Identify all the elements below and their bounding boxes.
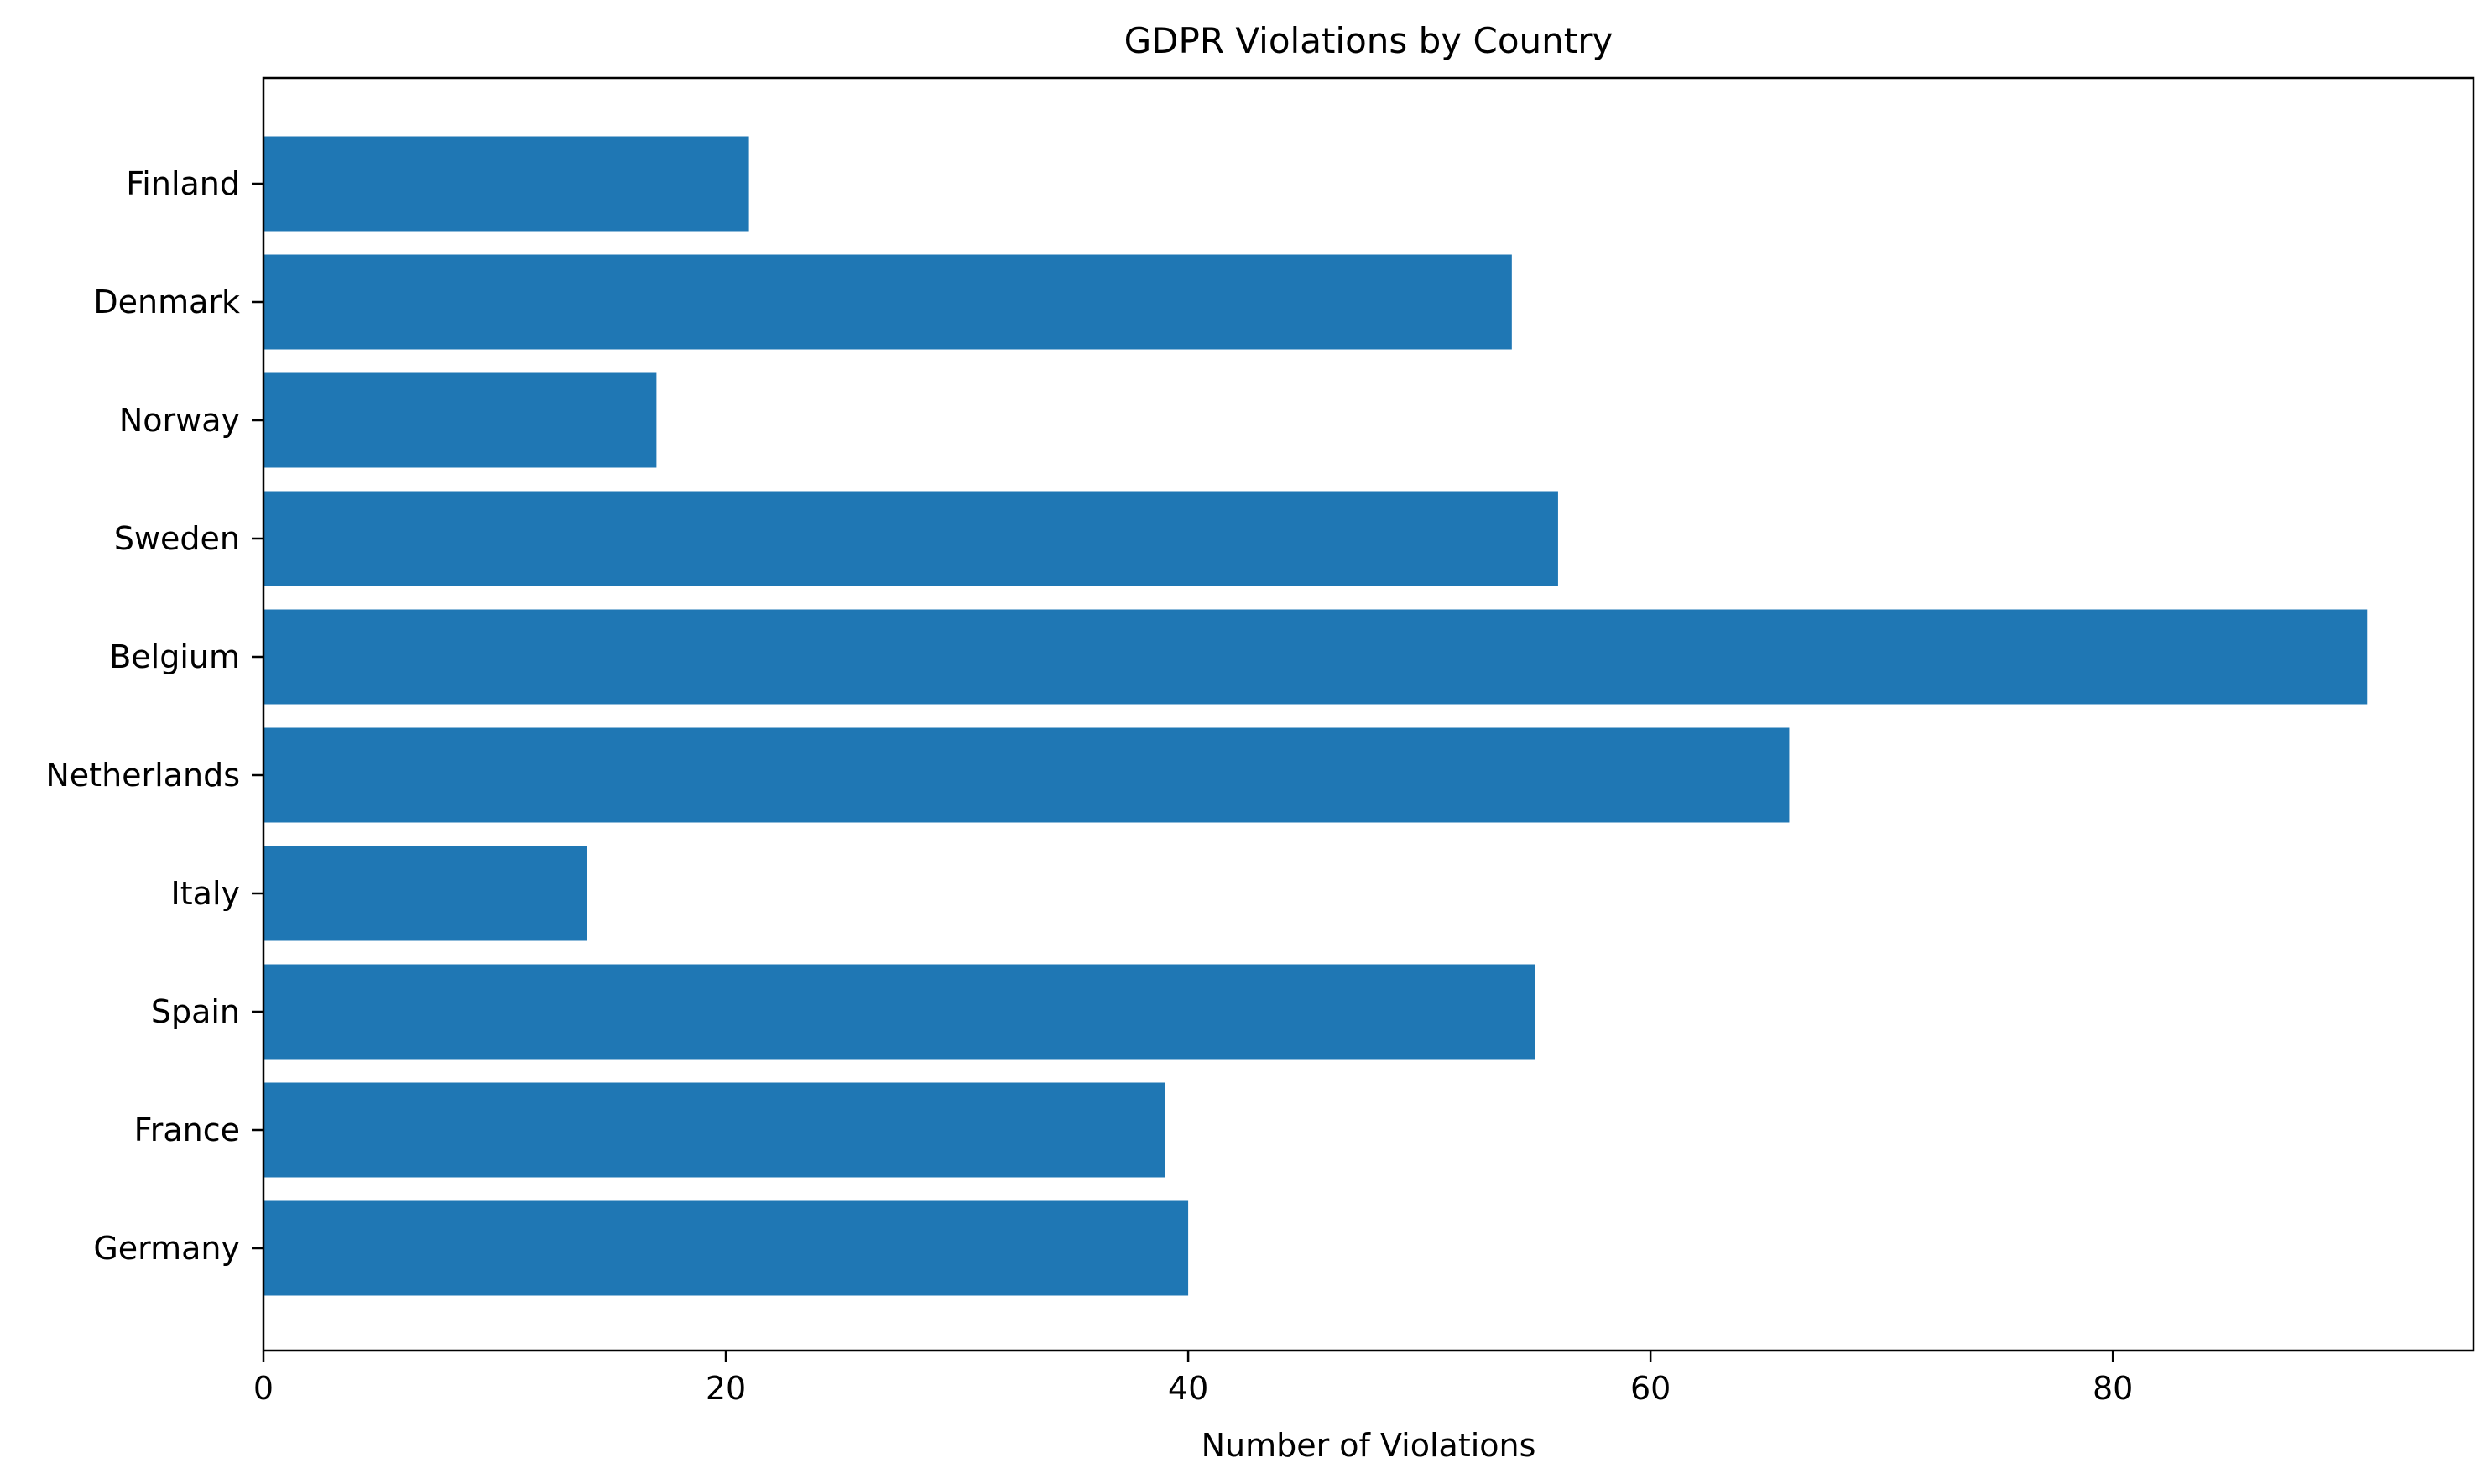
chart-title: GDPR Violations by Country — [1124, 20, 1614, 61]
y-tick-label-belgium: Belgium — [109, 638, 240, 675]
y-tick-label-france: France — [134, 1112, 240, 1148]
plot-frame — [262, 76, 2475, 1352]
bar-norway — [263, 372, 657, 468]
y-tick-label-sweden: Sweden — [114, 520, 240, 557]
x-tick-label: 80 — [2093, 1370, 2133, 1407]
x-tick-label: 0 — [253, 1370, 274, 1407]
y-tick-label-italy: Italy — [171, 875, 240, 912]
ticks-group: Germany France Spain Italy Netherlands Belgiu… — [45, 165, 2133, 1407]
y-tick-label-spain: Spain — [151, 993, 240, 1030]
y-tick-label-denmark: Denmark — [93, 284, 240, 320]
x-tick-label: 20 — [706, 1370, 746, 1407]
x-tick-label: 60 — [1630, 1370, 1671, 1407]
bars-group — [263, 136, 2368, 1296]
y-tick-label-finland: Finland — [126, 165, 240, 202]
y-tick-label-netherlands: Netherlands — [45, 757, 240, 794]
x-axis-label: Number of Violations — [1202, 1427, 1536, 1464]
bar-france — [263, 1082, 1165, 1178]
bar-netherlands — [263, 727, 1790, 823]
bar-spain — [263, 964, 1535, 1060]
y-tick-label-germany: Germany — [93, 1230, 240, 1267]
x-tick-label: 40 — [1168, 1370, 1208, 1407]
y-tick-label-norway: Norway — [119, 402, 240, 439]
bar-germany — [263, 1200, 1189, 1296]
bar-denmark — [263, 254, 1512, 350]
bar-italy — [263, 846, 587, 941]
bar-sweden — [263, 491, 1558, 586]
bar-finland — [263, 136, 749, 232]
bar-belgium — [263, 609, 2368, 705]
